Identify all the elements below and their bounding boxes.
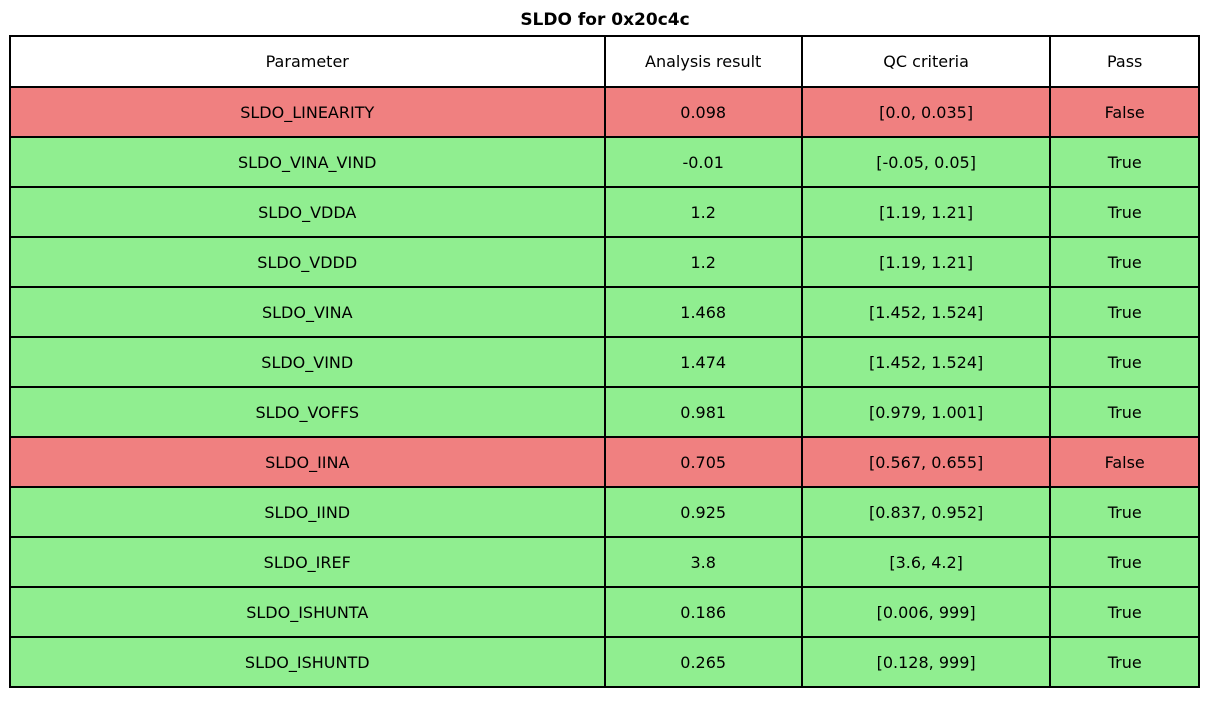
cell-analysis-result: 0.925 bbox=[603, 486, 803, 538]
cell-pass: True bbox=[1049, 486, 1200, 538]
cell-parameter: SLDO_LINEARITY bbox=[9, 86, 606, 138]
cell-analysis-result: -0.01 bbox=[603, 136, 803, 188]
page-title: SLDO for 0x20c4c bbox=[520, 10, 690, 30]
cell-qc-criteria: [0.567, 0.655] bbox=[800, 436, 1052, 488]
table-row: SLDO_VINA 1.468 [1.452, 1.524] True bbox=[9, 286, 1200, 338]
cell-analysis-result: 0.098 bbox=[603, 86, 803, 138]
cell-parameter: SLDO_ISHUNTA bbox=[9, 586, 606, 638]
table-row: SLDO_VOFFS 0.981 [0.979, 1.001] True bbox=[9, 386, 1200, 438]
table-row: SLDO_LINEARITY 0.098 [0.0, 0.035] False bbox=[9, 86, 1200, 138]
cell-pass: True bbox=[1049, 386, 1200, 438]
header-row: Parameter Analysis result QC criteria Pa… bbox=[9, 35, 1200, 88]
cell-parameter: SLDO_VDDA bbox=[9, 186, 606, 238]
cell-qc-criteria: [1.452, 1.524] bbox=[800, 286, 1052, 338]
cell-pass: True bbox=[1049, 586, 1200, 638]
table-row: SLDO_ISHUNTA 0.186 [0.006, 999] True bbox=[9, 586, 1200, 638]
cell-analysis-result: 0.186 bbox=[603, 586, 803, 638]
cell-pass: True bbox=[1049, 536, 1200, 588]
cell-pass: True bbox=[1049, 636, 1200, 688]
cell-analysis-result: 0.265 bbox=[603, 636, 803, 688]
header-pass: Pass bbox=[1049, 35, 1200, 88]
cell-analysis-result: 1.468 bbox=[603, 286, 803, 338]
table-row: SLDO_ISHUNTD 0.265 [0.128, 999] True bbox=[9, 636, 1200, 688]
cell-pass: True bbox=[1049, 286, 1200, 338]
header-analysis-result: Analysis result bbox=[603, 35, 803, 88]
cell-qc-criteria: [1.19, 1.21] bbox=[800, 236, 1052, 288]
cell-parameter: SLDO_VINA bbox=[9, 286, 606, 338]
table-row: SLDO_VIND 1.474 [1.452, 1.524] True bbox=[9, 336, 1200, 388]
cell-parameter: SLDO_IIND bbox=[9, 486, 606, 538]
cell-qc-criteria: [0.837, 0.952] bbox=[800, 486, 1052, 538]
table-row: SLDO_IREF 3.8 [3.6, 4.2] True bbox=[9, 536, 1200, 588]
cell-qc-criteria: [0.128, 999] bbox=[800, 636, 1052, 688]
cell-qc-criteria: [1.452, 1.524] bbox=[800, 336, 1052, 388]
cell-pass: False bbox=[1049, 86, 1200, 138]
cell-parameter: SLDO_VOFFS bbox=[9, 386, 606, 438]
cell-analysis-result: 0.981 bbox=[603, 386, 803, 438]
cell-qc-criteria: [0.0, 0.035] bbox=[800, 86, 1052, 138]
cell-parameter: SLDO_VDDD bbox=[9, 236, 606, 288]
qc-table: Parameter Analysis result QC criteria Pa… bbox=[9, 35, 1200, 688]
cell-analysis-result: 1.2 bbox=[603, 236, 803, 288]
header-qc-criteria: QC criteria bbox=[800, 35, 1052, 88]
cell-parameter: SLDO_VIND bbox=[9, 336, 606, 388]
cell-parameter: SLDO_IINA bbox=[9, 436, 606, 488]
cell-qc-criteria: [0.979, 1.001] bbox=[800, 386, 1052, 438]
table-row: SLDO_IIND 0.925 [0.837, 0.952] True bbox=[9, 486, 1200, 538]
cell-analysis-result: 1.474 bbox=[603, 336, 803, 388]
qc-report-page: SLDO for 0x20c4c Parameter Analysis resu… bbox=[9, 10, 1200, 688]
cell-qc-criteria: [-0.05, 0.05] bbox=[800, 136, 1052, 188]
cell-analysis-result: 3.8 bbox=[603, 536, 803, 588]
cell-pass: True bbox=[1049, 136, 1200, 188]
cell-qc-criteria: [0.006, 999] bbox=[800, 586, 1052, 638]
table-row: SLDO_VDDA 1.2 [1.19, 1.21] True bbox=[9, 186, 1200, 238]
table-row: SLDO_VDDD 1.2 [1.19, 1.21] True bbox=[9, 236, 1200, 288]
cell-pass: True bbox=[1049, 236, 1200, 288]
cell-pass: False bbox=[1049, 436, 1200, 488]
cell-qc-criteria: [1.19, 1.21] bbox=[800, 186, 1052, 238]
table-row: SLDO_VINA_VIND -0.01 [-0.05, 0.05] True bbox=[9, 136, 1200, 188]
cell-analysis-result: 0.705 bbox=[603, 436, 803, 488]
cell-pass: True bbox=[1049, 336, 1200, 388]
cell-qc-criteria: [3.6, 4.2] bbox=[800, 536, 1052, 588]
cell-pass: True bbox=[1049, 186, 1200, 238]
table-row: SLDO_IINA 0.705 [0.567, 0.655] False bbox=[9, 436, 1200, 488]
cell-parameter: SLDO_ISHUNTD bbox=[9, 636, 606, 688]
cell-parameter: SLDO_VINA_VIND bbox=[9, 136, 606, 188]
cell-parameter: SLDO_IREF bbox=[9, 536, 606, 588]
cell-analysis-result: 1.2 bbox=[603, 186, 803, 238]
table-body: SLDO_LINEARITY 0.098 [0.0, 0.035] False … bbox=[9, 86, 1200, 688]
header-parameter: Parameter bbox=[9, 35, 606, 88]
